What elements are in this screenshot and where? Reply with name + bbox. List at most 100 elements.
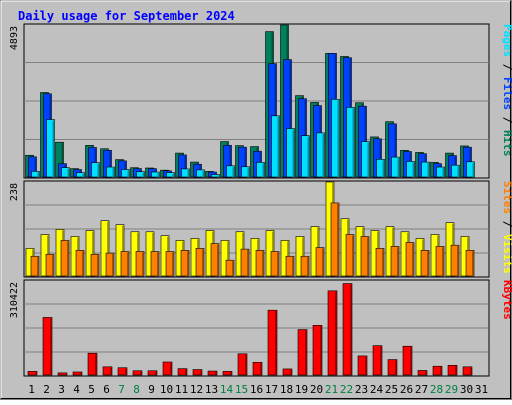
x-tick-label-day-18: 18 <box>280 383 293 396</box>
bar-sites-day-30-shade <box>472 251 474 276</box>
x-tick-label-day-26: 26 <box>400 383 413 396</box>
bar-visits-day-14-shade <box>227 241 229 276</box>
x-tick-label-day-29: 29 <box>445 383 458 396</box>
bar-sites-day-1 <box>30 255 40 277</box>
bar-kbytes-day-5 <box>87 352 98 376</box>
bar-pages-day-27 <box>421 161 430 178</box>
bar-sites-day-15-shade <box>247 250 249 276</box>
bar-sites-day-21-shade <box>337 203 339 276</box>
bar-sites-day-7 <box>120 251 130 277</box>
bar-kbytes-day-5-shade <box>95 354 97 375</box>
bar-pages-day-1 <box>31 171 40 178</box>
bar-pages-day-5-shade <box>97 163 100 177</box>
bar-pages-day-20-shade <box>322 133 325 177</box>
bar-sites-day-19 <box>300 255 310 277</box>
bar-sites-day-18-shade <box>292 257 294 276</box>
bar-sites-day-10-shade <box>172 252 174 276</box>
bar-kbytes-day-28 <box>432 365 443 376</box>
x-tick-label-day-7: 7 <box>118 383 125 396</box>
bar-kbytes-day-20-shade <box>320 326 322 375</box>
bar-kbytes-day-11 <box>177 368 188 376</box>
bar-sites-day-10 <box>165 251 175 277</box>
bar-kbytes-day-16-shade <box>260 363 262 375</box>
panels-layer <box>23 23 490 377</box>
bar-kbytes-day-10 <box>162 361 173 376</box>
bar-sites-day-9 <box>150 251 160 277</box>
x-tick-label-day-2: 2 <box>43 383 50 396</box>
bar-sites-day-3 <box>60 240 70 277</box>
bar-kbytes-day-11-shade <box>185 369 187 375</box>
bar-files-day-24-shade <box>379 139 382 177</box>
bar-pages-day-16 <box>256 162 265 178</box>
bar-visits-day-6-shade <box>107 221 109 276</box>
bar-pages-day-15 <box>241 166 250 178</box>
x-axis: 1 2 3 4 5 6 7 8 9 10 11 12 13 14 15 16 17 18 19 20 21 22 23 24 2… <box>28 383 488 396</box>
bar-files-day-15-shade <box>244 148 247 177</box>
bar-kbytes-day-14-shade <box>230 372 232 375</box>
x-tick-label-day-19: 19 <box>295 383 308 396</box>
bar-sites-day-3-shade <box>67 241 69 276</box>
bar-pages-day-12-shade <box>202 170 205 177</box>
bar-sites-day-8-shade <box>142 252 144 276</box>
bar-pages-day-19 <box>301 135 310 178</box>
bar-pages-day-17-shade <box>277 116 280 177</box>
bar-pages-day-28-shade <box>442 168 445 177</box>
bar-sites-day-15 <box>240 248 250 277</box>
x-tick-label-day-22: 22 <box>340 383 353 396</box>
chart-title: Daily usage for September 2024 <box>18 9 235 23</box>
x-tick-label-day-25: 25 <box>385 383 398 396</box>
bar-sites-day-17-shade <box>277 252 279 276</box>
x-tick-label-day-13: 13 <box>205 383 218 396</box>
x-tick-label-day-14: 14 <box>220 383 234 396</box>
legend-separator-middle-0: / <box>501 214 512 234</box>
x-tick-label-day-21: 21 <box>325 383 338 396</box>
bar-kbytes-day-8-shade <box>140 371 142 375</box>
bar-pages-day-30 <box>466 161 475 178</box>
bar-kbytes-day-12 <box>192 369 203 376</box>
bar-sites-day-4 <box>75 250 85 277</box>
bar-files-day-18-shade <box>289 60 292 178</box>
x-tick-label-day-27: 27 <box>415 383 428 396</box>
bar-kbytes-day-19-shade <box>305 330 307 375</box>
bar-kbytes-day-7 <box>117 367 128 376</box>
bar-pages-day-3 <box>61 167 70 178</box>
x-tick-label-day-30: 30 <box>460 383 473 396</box>
bar-sites-day-17 <box>270 251 280 277</box>
bar-kbytes-day-16 <box>252 361 263 376</box>
bar-kbytes-day-20 <box>312 325 323 376</box>
bar-pages-day-15-shade <box>247 167 250 177</box>
bar-sites-day-5 <box>90 253 100 277</box>
x-tick-label-day-6: 6 <box>103 383 110 396</box>
bar-kbytes-day-27-shade <box>425 371 427 375</box>
bar-sites-day-6-shade <box>112 254 114 276</box>
bar-pages-day-29-shade <box>457 166 460 177</box>
x-tick-label-day-24: 24 <box>370 383 384 396</box>
bar-kbytes-day-30 <box>462 366 473 376</box>
x-tick-label-day-12: 12 <box>190 383 203 396</box>
bar-sites-day-20 <box>315 247 325 277</box>
x-tick-label-day-20: 20 <box>310 383 323 396</box>
bar-pages-day-23 <box>361 141 370 178</box>
bar-hits-day-3-shade <box>61 143 64 177</box>
bar-pages-day-8-shade <box>142 172 145 177</box>
bar-files-day-14-shade <box>229 146 232 177</box>
bar-kbytes-day-21 <box>327 290 338 376</box>
bar-pages-day-3-shade <box>67 168 70 177</box>
bar-kbytes-day-22-shade <box>350 284 352 375</box>
bar-files-day-1-shade <box>34 157 37 177</box>
bar-pages-day-22 <box>346 107 355 178</box>
bar-sites-day-22-shade <box>352 235 354 276</box>
panel-top-legend: Pages / Files / Hits <box>501 24 512 157</box>
bar-sites-day-27 <box>420 250 430 277</box>
bar-pages-day-29 <box>451 164 460 178</box>
bar-sites-day-14-shade <box>232 261 234 276</box>
bar-pages-day-9-shade <box>157 173 160 177</box>
bar-sites-day-26-shade <box>412 243 414 276</box>
x-tick-label-day-28: 28 <box>430 383 443 396</box>
panel-bottom-legend: KBytes <box>501 280 512 320</box>
bar-visits-day-7-shade <box>122 225 124 276</box>
x-tick-label-day-15: 15 <box>235 383 248 396</box>
bar-pages-day-11-shade <box>187 169 190 177</box>
bar-pages-day-19-shade <box>307 136 310 177</box>
